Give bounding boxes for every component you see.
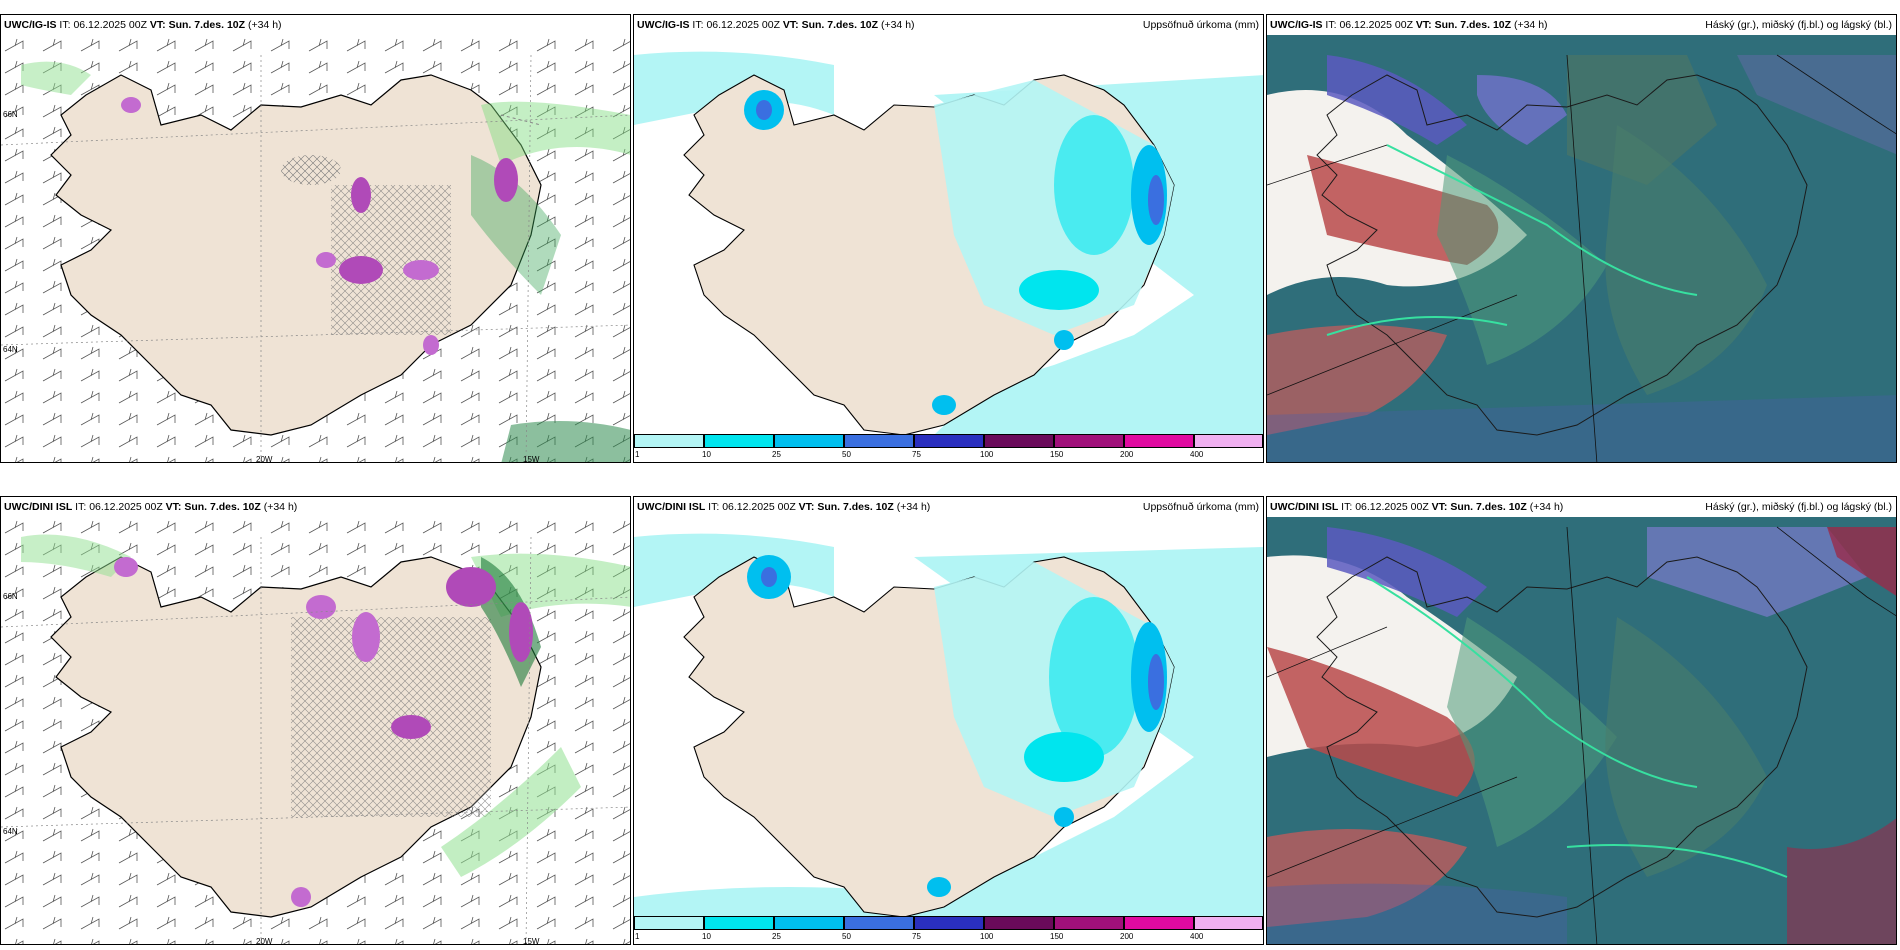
- colorbar-tick: 400: [1190, 932, 1204, 941]
- colorbar-tick: 100: [980, 932, 994, 941]
- colorbar-swatch: [634, 916, 704, 930]
- colorbar-tick: 200: [1120, 450, 1134, 459]
- panel-header: UWC/IG-IS IT: 06.12.2025 00Z VT: Sun. 7.…: [4, 19, 282, 31]
- wind-barb-map: [1, 517, 630, 944]
- colorbar-tick: 200: [1120, 932, 1134, 941]
- lat-label: 64N: [3, 827, 18, 836]
- colorbar-swatch: [984, 434, 1054, 448]
- colorbar-swatch: [634, 434, 704, 448]
- colorbar-tick: 25: [772, 450, 781, 459]
- colorbar-tick: 25: [772, 932, 781, 941]
- colorbar-tick: 10: [702, 932, 711, 941]
- cloud-cover-map: [1267, 35, 1896, 462]
- colorbar-swatch: [844, 916, 914, 930]
- colorbar-swatch: [1124, 434, 1194, 448]
- colorbar-tick: 50: [842, 450, 851, 459]
- colorbar-swatch: [1194, 916, 1263, 930]
- colorbar: 1 10 25 50 75 100 150 200 400: [634, 434, 1263, 462]
- cloud-cover-map: [1267, 517, 1896, 944]
- panel-header: UWC/DINI ISL IT: 06.12.2025 00Z VT: Sun.…: [4, 501, 298, 513]
- colorbar-swatch: [914, 434, 984, 448]
- panel-bottom-precip: UWC/DINI ISL IT: 06.12.2025 00Z VT: Sun.…: [633, 496, 1264, 945]
- precip-map: [634, 517, 1263, 917]
- colorbar-swatch: [1054, 434, 1124, 448]
- colorbar-swatch: [844, 434, 914, 448]
- precip-map: [634, 35, 1263, 435]
- colorbar-tick: 75: [912, 450, 921, 459]
- colorbar-swatch: [774, 916, 844, 930]
- colorbar-tick: 75: [912, 932, 921, 941]
- colorbar-swatch: [704, 916, 774, 930]
- panel-bottom-wind-cloud: UWC/DINI ISL IT: 06.12.2025 00Z VT: Sun.…: [0, 496, 631, 945]
- colorbar-swatch: [914, 916, 984, 930]
- colorbar-swatch: [1194, 434, 1263, 448]
- colorbar-tick: 10: [702, 450, 711, 459]
- lat-label: 64N: [3, 345, 18, 354]
- lon-label: 20W: [256, 455, 273, 463]
- lon-label: 20W: [256, 937, 273, 945]
- colorbar-tick: 400: [1190, 450, 1204, 459]
- panel-bottom-clouds: UWC/DINI ISL IT: 06.12.2025 00Z VT: Sun.…: [1266, 496, 1897, 945]
- lon-label: 15W: [523, 937, 540, 945]
- colorbar-swatch: [1124, 916, 1194, 930]
- lat-label: 66N: [3, 592, 18, 601]
- panel-top-precip: UWC/IG-IS IT: 06.12.2025 00Z VT: Sun. 7.…: [633, 14, 1264, 463]
- panel-top-clouds: UWC/IG-IS IT: 06.12.2025 00Z VT: Sun. 7.…: [1266, 14, 1897, 463]
- colorbar-swatch: [1054, 916, 1124, 930]
- panel-header: UWC/IG-IS IT: 06.12.2025 00Z VT: Sun. 7.…: [637, 19, 1259, 31]
- colorbar-tick: 1: [635, 932, 640, 941]
- colorbar-tick: 50: [842, 932, 851, 941]
- wind-barb-map: [1, 35, 630, 462]
- colorbar-tick: 100: [980, 450, 994, 459]
- lat-label: 66N: [3, 110, 18, 119]
- lon-label: 15W: [523, 455, 540, 463]
- colorbar-swatch: [984, 916, 1054, 930]
- colorbar-swatch: [774, 434, 844, 448]
- panel-header: UWC/IG-IS IT: 06.12.2025 00Z VT: Sun. 7.…: [1270, 19, 1892, 31]
- panel-top-wind-cloud: UWC/IG-IS IT: 06.12.2025 00Z VT: Sun. 7.…: [0, 14, 631, 463]
- panel-header: UWC/DINI ISL IT: 06.12.2025 00Z VT: Sun.…: [637, 501, 1259, 513]
- colorbar-tick: 150: [1050, 932, 1064, 941]
- colorbar-tick: 150: [1050, 450, 1064, 459]
- colorbar-tick: 1: [635, 450, 640, 459]
- colorbar: 1 10 25 50 75 100 150 200 400: [634, 916, 1263, 944]
- colorbar-swatch: [704, 434, 774, 448]
- panel-header: UWC/DINI ISL IT: 06.12.2025 00Z VT: Sun.…: [1270, 501, 1892, 513]
